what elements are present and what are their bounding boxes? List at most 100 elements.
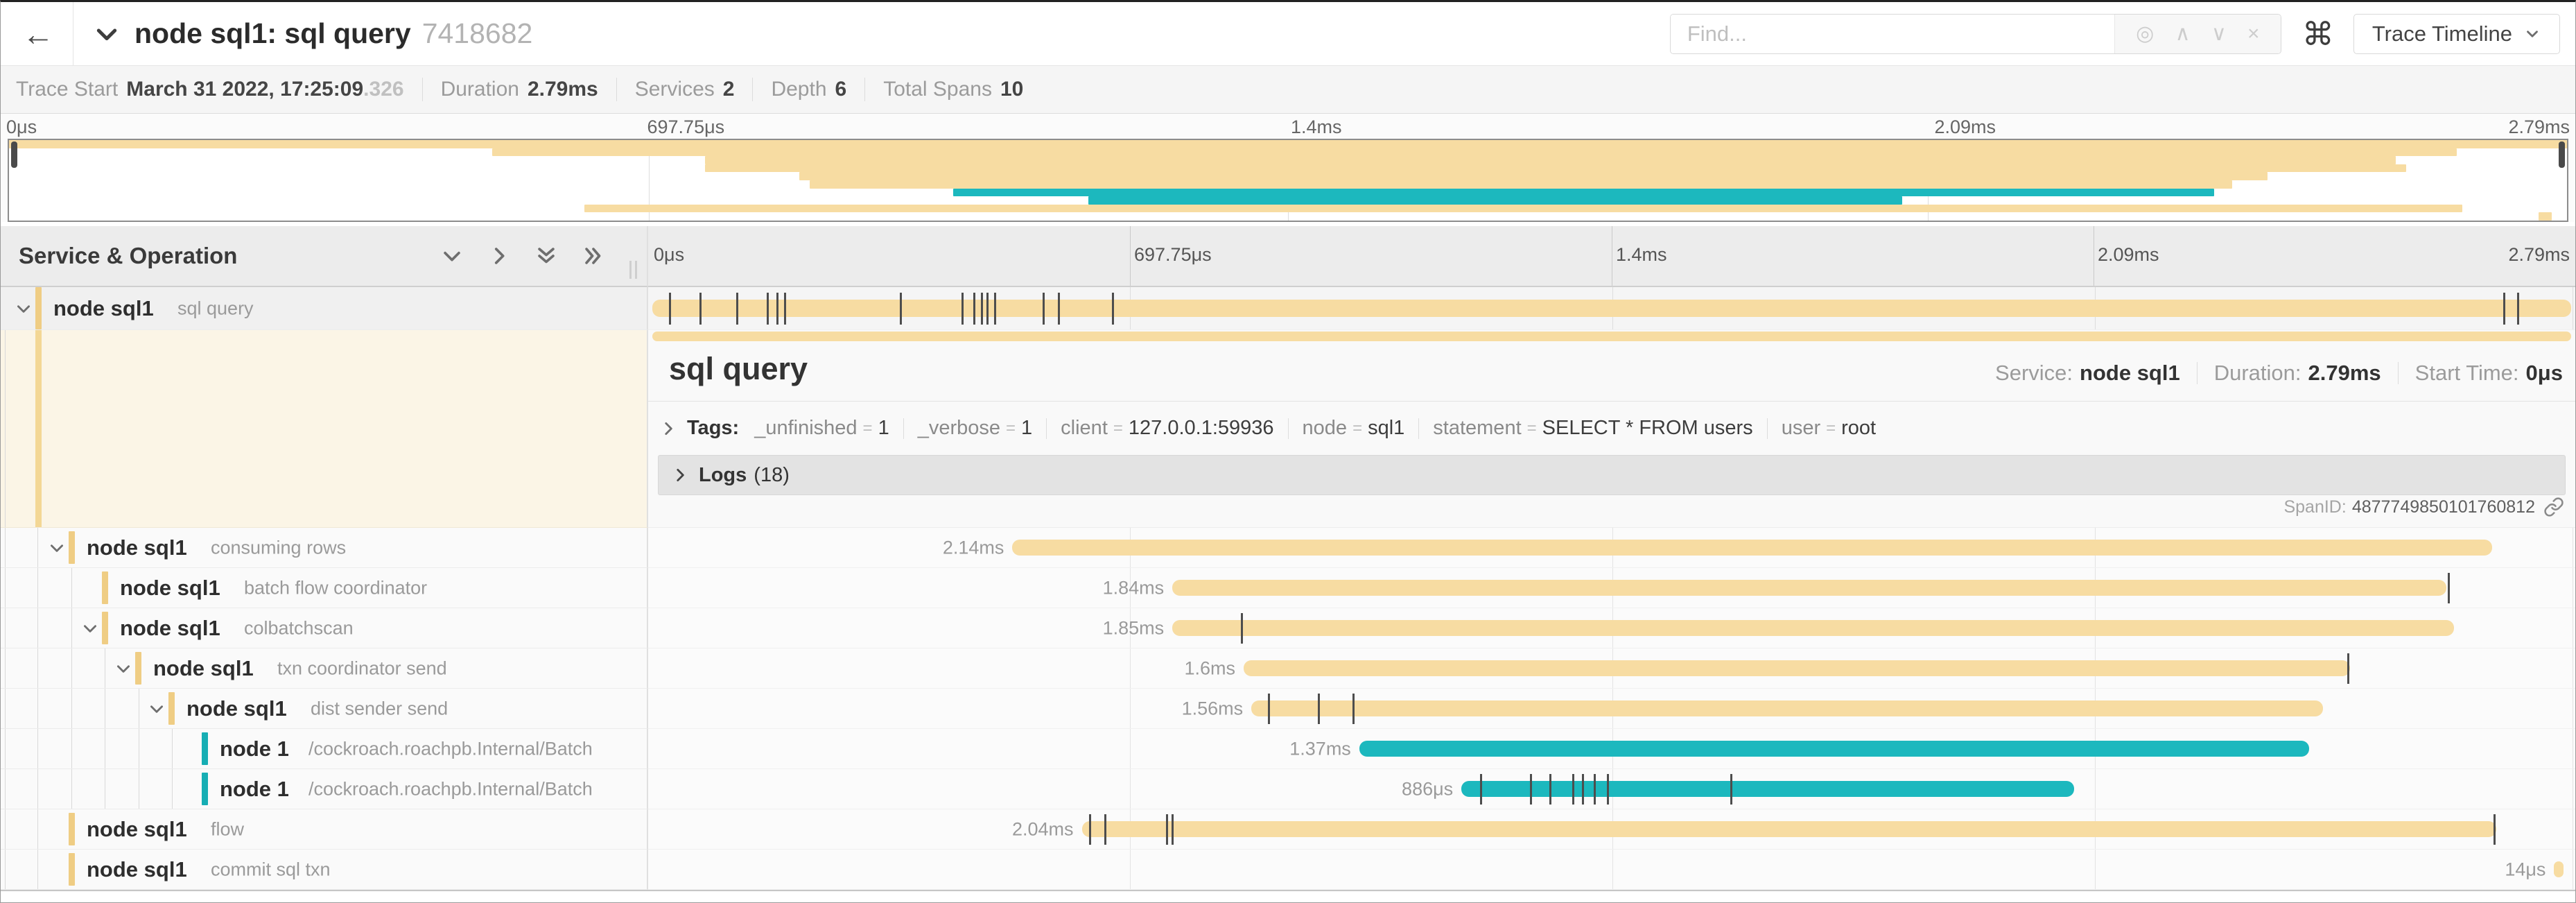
log-tick [2447, 573, 2450, 603]
span-row[interactable]: node 1 /cockroach.roachpb.Internal/Batch… [1, 729, 2575, 769]
span-row[interactable]: node sql1 sql query [1, 287, 2575, 330]
span-bar[interactable] [1461, 781, 2075, 797]
log-tick [2494, 814, 2496, 845]
minimap-canvas[interactable] [8, 139, 2568, 222]
summary-value: March 31 2022, 17:25:09.326 [126, 78, 404, 101]
span-bar[interactable] [1012, 540, 2493, 556]
service-color-strip [69, 853, 75, 886]
span-bar[interactable] [1244, 660, 2350, 676]
trace-timeline-view-button[interactable]: Trace Timeline [2353, 13, 2560, 54]
indent-guide [37, 528, 38, 567]
span-operation: commit sql txn [211, 859, 331, 879]
tag-key: _verbose [917, 417, 1001, 439]
indent-guide [37, 809, 38, 849]
minimap-row [9, 188, 2567, 197]
log-tick [973, 293, 975, 325]
span-duration-label: 2.14ms [942, 537, 1004, 558]
keyboard-shortcuts-icon[interactable]: ⌘ [2301, 15, 2334, 52]
panel-resize-grip[interactable] [629, 261, 637, 279]
expander-chevron-icon[interactable] [81, 619, 99, 637]
trace-id: 7418682 [421, 17, 533, 49]
span-bar-track: 2.14ms [648, 528, 2575, 568]
meta-separator [2196, 362, 2198, 384]
span-row[interactable]: node sql1 consuming rows 2.14ms [1, 528, 2575, 568]
expand-one-icon[interactable] [487, 244, 511, 268]
span-row[interactable]: node sql1 colbatchscan 1.85ms [1, 608, 2575, 648]
minimap-gridline [648, 140, 650, 221]
span-service: node sql1 [53, 295, 154, 320]
log-tick [1104, 814, 1106, 845]
span-duration-label: 14μs [2505, 859, 2546, 879]
next-match-icon[interactable]: ∨ [2211, 22, 2227, 45]
axis-tick-label: 697.75μs [1134, 244, 1212, 265]
span-bar[interactable] [1359, 741, 2310, 757]
detail-tags-row[interactable]: Tags: _unfinished = 1 _verbose = 1 client = 127.… [648, 402, 2575, 440]
span-service: node sql1 [87, 857, 187, 882]
log-tick [2347, 653, 2349, 684]
log-tick [1111, 293, 1114, 325]
log-tick [1549, 774, 1552, 805]
collapse-all-icon[interactable] [440, 244, 464, 268]
find-input[interactable] [1670, 14, 2114, 53]
span-bar[interactable] [1081, 821, 2497, 837]
span-service: node sql1 [120, 615, 220, 640]
span-bar[interactable] [1172, 620, 2454, 636]
span-row[interactable]: node sql1 commit sql txn 14μs [1, 850, 2575, 890]
detail-logs-header[interactable]: Logs (18) [658, 455, 2566, 495]
minimap-row [9, 180, 2567, 189]
summary-value-fraction: .326 [363, 78, 404, 101]
locate-icon[interactable]: ◎ [2136, 22, 2155, 45]
indent-guide [5, 809, 6, 849]
collapse-double-icon[interactable] [534, 244, 558, 268]
service-color-strip [102, 612, 108, 644]
indent-guide [71, 648, 72, 688]
log-tick [2503, 293, 2506, 325]
summary-label: Total Spans [883, 78, 992, 101]
log-tick [1058, 293, 1061, 325]
log-tick [1165, 814, 1168, 845]
span-row[interactable]: node sql1 txn coordinator send 1.6ms [1, 648, 2575, 689]
tags-expand-chevron-icon[interactable] [659, 420, 677, 438]
logs-count: (18) [754, 463, 790, 486]
log-tick [1572, 774, 1575, 805]
span-row[interactable]: node sql1 dist sender send 1.56ms [1, 689, 2575, 729]
service-color-strip [202, 732, 208, 765]
span-bar[interactable] [1172, 580, 2446, 596]
back-button[interactable]: ← [22, 15, 54, 52]
expander-chevron-icon[interactable] [114, 660, 132, 678]
clear-search-icon[interactable]: × [2247, 22, 2260, 45]
expander-chevron-icon[interactable] [48, 539, 66, 557]
logs-expand-chevron-icon[interactable] [671, 466, 689, 484]
timeline-gridline [1130, 287, 1131, 890]
tag-separator [1046, 418, 1047, 439]
span-bar[interactable] [652, 300, 2571, 317]
expand-double-icon[interactable] [582, 244, 605, 268]
log-tick [1268, 694, 1271, 724]
indent-guide [5, 729, 6, 768]
log-tick [1593, 774, 1596, 805]
tag-separator [1418, 418, 1420, 439]
prev-match-icon[interactable]: ∧ [2175, 22, 2191, 45]
indent-guide [71, 568, 72, 608]
span-bar-track: 886μs [648, 769, 2575, 809]
tags-label[interactable]: Tags: [687, 417, 740, 439]
minimap-left-scrubber[interactable] [11, 141, 17, 168]
deep-link-icon[interactable] [2543, 497, 2564, 517]
span-bar-track [648, 287, 2575, 330]
span-bar[interactable] [2554, 861, 2564, 877]
indent-guide [5, 689, 6, 728]
detail-span-title: sql query [669, 351, 808, 386]
span-row[interactable]: node 1 /cockroach.roachpb.Internal/Batch… [1, 769, 2575, 809]
span-operation: colbatchscan [244, 617, 354, 638]
detail-span-bar[interactable] [652, 332, 2571, 341]
span-row[interactable]: node sql1 batch flow coordinator 1.84ms [1, 568, 2575, 608]
expander-chevron-icon[interactable] [15, 300, 33, 318]
expander-chevron-icon[interactable] [148, 700, 166, 718]
span-bar[interactable] [1251, 700, 2323, 716]
span-row[interactable]: node sql1 flow 2.04ms [1, 809, 2575, 850]
tag-value: sql1 [1368, 417, 1405, 439]
log-tick [2516, 293, 2519, 325]
span-service: node sql1 [87, 816, 187, 841]
title-collapse-chevron-icon[interactable] [93, 20, 121, 48]
minimap-right-scrubber[interactable] [2559, 141, 2565, 168]
